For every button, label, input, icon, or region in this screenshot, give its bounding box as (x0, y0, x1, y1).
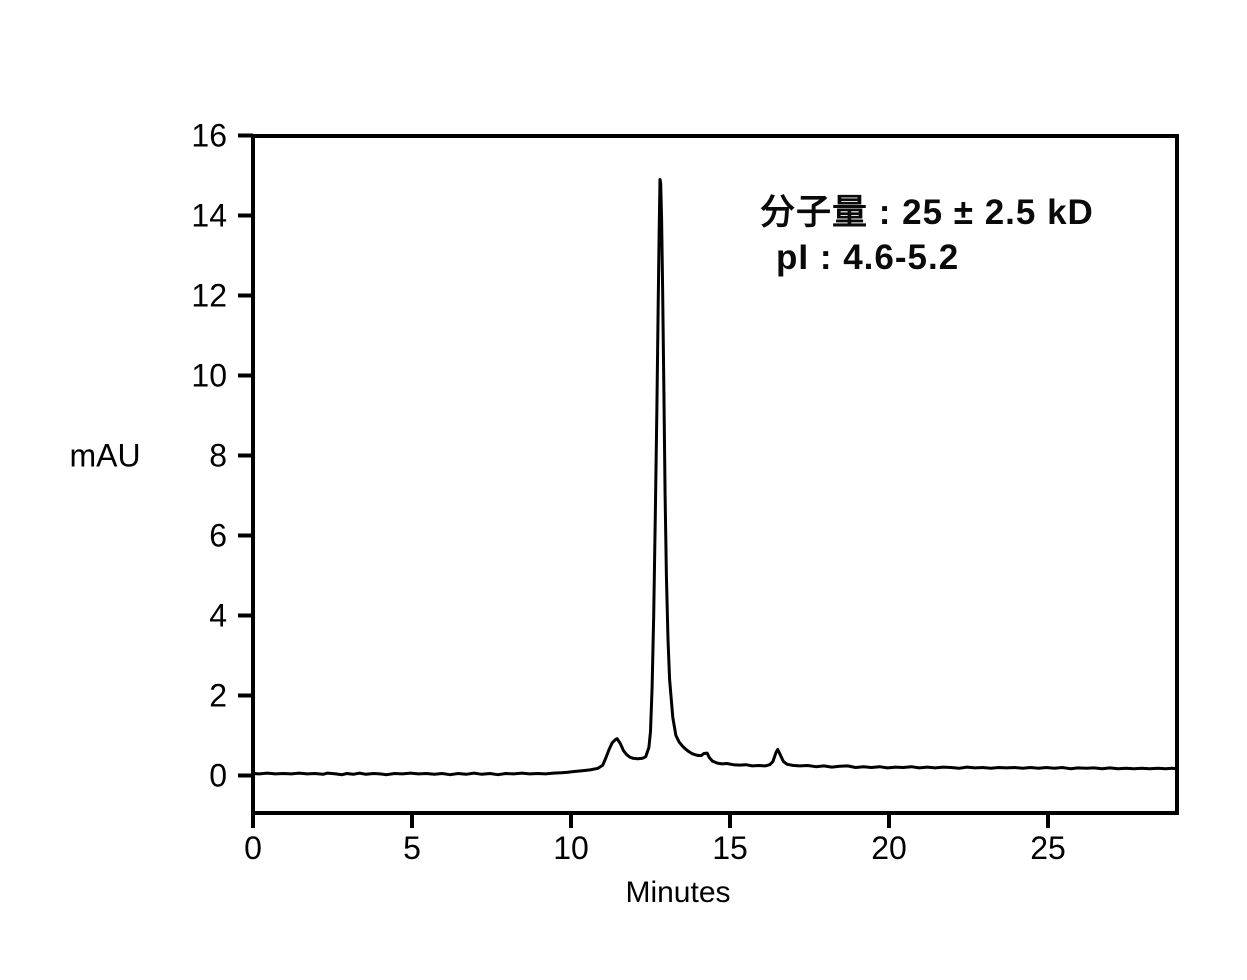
annotation-molecular-weight: 分子量 : 25 ± 2.5 kD (760, 193, 1094, 232)
x-axis-tick-label: 10 (553, 830, 589, 866)
y-axis-tick-label: 8 (209, 438, 227, 474)
y-axis-tick-label: 16 (191, 118, 227, 154)
signal-trace (251, 178, 1179, 777)
x-axis-tick-label: 20 (871, 830, 907, 866)
y-axis-tick-label: 2 (209, 678, 227, 714)
y-axis-tick-label: 0 (209, 758, 227, 794)
x-axis-title: Minutes (625, 876, 730, 909)
y-axis-tick-label: 14 (191, 198, 227, 234)
annotation-block: 分子量 : 25 ± 2.5 kD pI : 4.6-5.2 (760, 190, 1094, 280)
axis-frame (251, 134, 1179, 815)
y-axis-tick-label: 12 (191, 278, 227, 314)
x-axis-tick-label: 5 (403, 830, 421, 866)
x-axis-tick-label: 0 (244, 830, 262, 866)
y-axis-tick-label: 6 (209, 518, 227, 554)
x-axis-tick-label: 15 (712, 830, 748, 866)
y-axis-tick-label: 4 (209, 598, 227, 634)
x-axis-tick-label: 25 (1030, 830, 1066, 866)
y-axis-tick-label: 10 (191, 358, 227, 394)
y-axis-title: mAU (69, 438, 140, 474)
annotation-isoelectric-point: pI : 4.6-5.2 (776, 238, 960, 277)
